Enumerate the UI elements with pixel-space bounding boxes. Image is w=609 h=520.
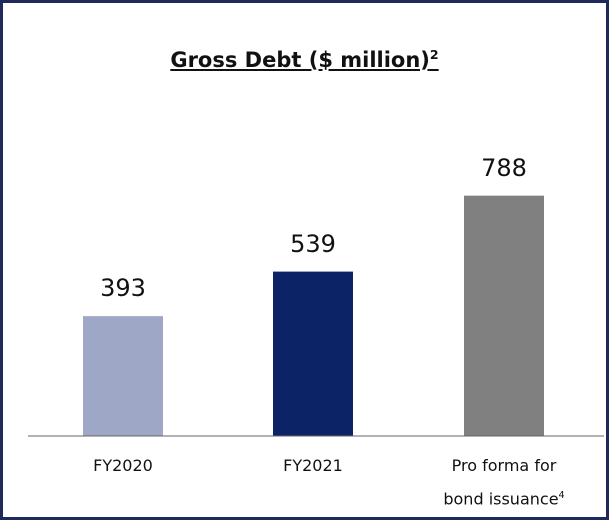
bar [464,195,544,436]
category-text: FY2021 [283,456,343,475]
x-tick-label: FY2021 [248,451,378,481]
x-tick-label: FY2020 [58,451,188,481]
category-text: FY2020 [93,456,153,475]
bar [273,271,353,436]
plot [28,195,604,437]
category-note: 4 [558,490,565,501]
category-text: Pro forma for bond issuance [443,456,559,509]
title-text: Gross Debt ($ million) [170,48,430,72]
value-label: 539 [290,229,336,258]
chart-title: Gross Debt ($ million)2 [3,47,606,72]
value-label: 788 [481,153,527,182]
x-tick-label: Pro forma for bond issuance4 [439,451,569,514]
title-note: 2 [429,47,439,62]
bar [83,316,163,436]
value-label: 393 [100,274,146,303]
